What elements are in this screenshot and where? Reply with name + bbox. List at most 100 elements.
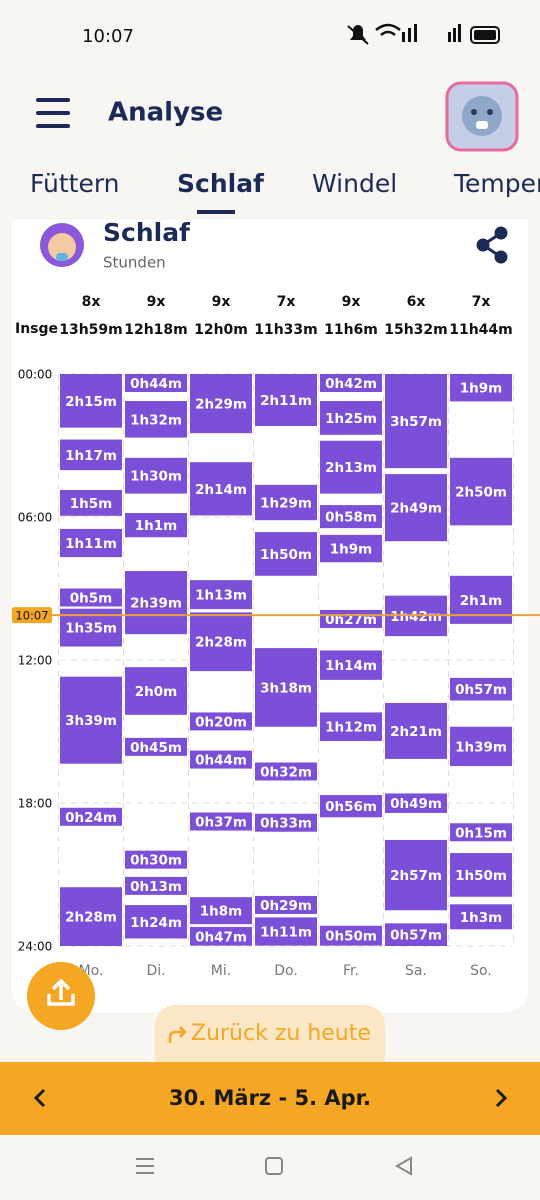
sleep-duration-label: 0h32m (260, 764, 312, 780)
sleep-duration-label: 0h29m (260, 898, 312, 914)
sleep-duration-label: 0h24m (65, 810, 117, 826)
sleep-duration-label: 0h49m (390, 796, 442, 812)
sleep-duration-label: 1h13m (195, 588, 247, 604)
sleep-block (125, 374, 187, 392)
sleep-block (450, 457, 512, 526)
avatar-button[interactable] (445, 81, 519, 152)
sleep-block (190, 812, 252, 831)
sleep-duration-label: 1h8m (200, 904, 242, 920)
sleep-duration-label: 1h29m (260, 496, 312, 512)
tab[interactable]: Windel (312, 169, 397, 198)
tab[interactable]: Schlaf (177, 169, 265, 198)
sleep-block (320, 650, 382, 680)
sleep-block (255, 895, 317, 914)
sleep-block (190, 462, 252, 516)
upload-button[interactable] (27, 962, 95, 1030)
sleep-duration-label: 0h20m (195, 714, 247, 730)
sleep-block (60, 807, 122, 826)
sleep-duration-label: 1h24m (130, 915, 182, 931)
sleep-duration-label: 2h28m (195, 635, 247, 651)
x-tick-label: Mi. (211, 963, 231, 979)
sleep-duration-label: 2h57m (390, 868, 442, 884)
sleep-duration-label: 1h11m (260, 925, 312, 941)
tab-indicator (197, 210, 235, 214)
sleep-block (255, 532, 317, 576)
sleep-block (255, 484, 317, 521)
sleep-block (190, 374, 252, 434)
x-tick-label: Di. (146, 963, 165, 979)
sleep-block (125, 737, 187, 756)
sleep-block (60, 489, 122, 516)
tab[interactable]: Temper (453, 169, 540, 198)
sleep-count: 7x (277, 294, 296, 310)
sleep-duration-label: 1h39m (455, 739, 507, 755)
y-tick-label: 06:00 (18, 511, 53, 525)
nav-menu[interactable] (136, 1158, 154, 1174)
chart-title: Schlaf (103, 218, 191, 247)
sleep-block (320, 440, 382, 494)
sleep-duration-label: 1h9m (330, 542, 372, 558)
x-tick-label: Fr. (343, 963, 359, 979)
sleep-block (125, 905, 187, 939)
sleep-duration-label: 0h15m (455, 825, 507, 841)
sleep-block (190, 612, 252, 672)
sleep-block (125, 513, 187, 538)
status-time: 10:07 (82, 26, 134, 47)
sleep-duration-label: 2h1m (460, 593, 502, 609)
nav-home[interactable] (265, 1157, 283, 1175)
date-range: 30. März - 5. Apr. (169, 1086, 371, 1110)
y-tick-label: 00:00 (18, 368, 53, 382)
sleep-duration-label: 1h35m (65, 621, 117, 637)
back-to-today-button[interactable]: Zurück zu heute (155, 1005, 385, 1062)
y-tick-label: 18:00 (18, 797, 53, 811)
sleep-count: 6x (407, 294, 426, 310)
sleep-duration-label: 0h50m (325, 929, 377, 945)
menu-button[interactable] (36, 98, 70, 128)
sleep-block (125, 876, 187, 895)
sleep-duration-label: 0h33m (260, 816, 312, 832)
x-tick-label: Sa. (405, 963, 427, 979)
sleep-block (190, 897, 252, 925)
sleep-block (450, 823, 512, 842)
sleep-block (255, 374, 317, 427)
sleep-duration-label: 1h14m (325, 658, 377, 674)
sleep-duration-label: 0h42m (325, 376, 377, 392)
sleep-total: 11h6m (324, 322, 378, 338)
sleep-duration-label: 0h30m (130, 853, 182, 869)
sleep-duration-label: 2h21m (390, 724, 442, 740)
sleep-block (190, 926, 252, 946)
sleep-total: 15h32m (384, 322, 448, 338)
x-tick-label: So. (470, 963, 492, 979)
sleep-block (320, 401, 382, 435)
sleep-duration-label: 2h11m (260, 393, 312, 409)
sleep-total: 12h18m (124, 322, 188, 338)
sleep-block (450, 726, 512, 767)
sleep-block (385, 839, 447, 911)
nav-back[interactable] (394, 1156, 412, 1176)
sleep-block (320, 795, 382, 818)
sleep-block (255, 917, 317, 946)
sleep-duration-label: 0h58m (325, 510, 377, 526)
tab[interactable]: Füttern (30, 169, 120, 198)
sleep-duration-label: 2h50m (455, 485, 507, 501)
previous-week[interactable] (33, 1088, 46, 1108)
sleep-block (320, 505, 382, 529)
sleep-block (125, 571, 187, 635)
sleep-icon (40, 223, 84, 267)
sleep-duration-label: 1h50m (455, 868, 507, 884)
sleep-block (190, 580, 252, 610)
sleep-block (385, 702, 447, 759)
sleep-block (255, 648, 317, 727)
sleep-block (60, 588, 122, 607)
share-button[interactable] (476, 226, 508, 264)
sleep-duration-label: 0h37m (195, 815, 247, 831)
sleep-duration-label: 1h11m (65, 536, 117, 552)
now-label: 10:07 (15, 609, 48, 623)
sleep-block (125, 667, 187, 715)
next-week[interactable] (495, 1088, 508, 1108)
sleep-count: 9x (212, 294, 231, 310)
sleep-duration-label: 3h18m (260, 680, 312, 696)
sleep-duration-label: 0h44m (195, 753, 247, 769)
